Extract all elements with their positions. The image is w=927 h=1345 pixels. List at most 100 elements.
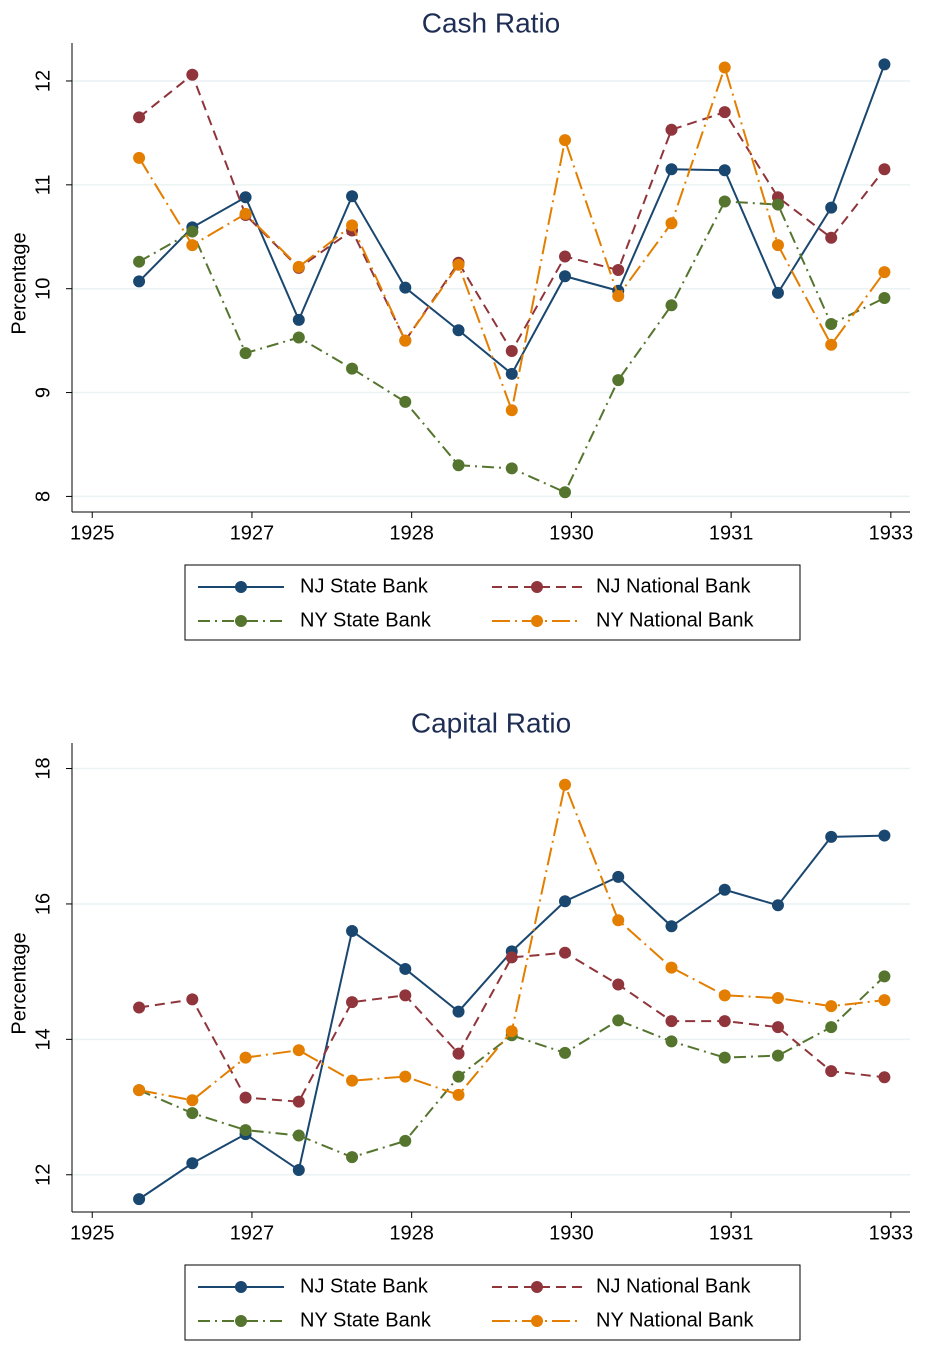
y-tick-label: 11 — [32, 174, 54, 195]
point — [878, 994, 891, 1007]
legend-label: NJ State Bank — [300, 1275, 429, 1297]
point — [559, 895, 572, 908]
legend-marker — [235, 1281, 247, 1293]
legend-box — [184, 564, 801, 641]
point — [239, 1091, 252, 1104]
point — [612, 374, 625, 387]
point — [559, 134, 572, 147]
point — [665, 123, 678, 136]
point — [292, 1044, 305, 1057]
y-tick-label: 12 — [32, 1164, 54, 1186]
chart: Cash Ratio Percentage 8 9 10 11 12 1925 1927 1928… — [8, 7, 913, 641]
y-axis-label: Percentage — [8, 932, 30, 1034]
point — [612, 289, 625, 302]
x-tick-label: 1930 — [549, 1222, 594, 1244]
series-line — [138, 834, 885, 1200]
point — [825, 1000, 838, 1013]
y-tick-label: 12 — [32, 70, 54, 92]
point — [771, 1049, 784, 1062]
point — [346, 219, 359, 232]
point — [825, 201, 838, 214]
point — [399, 1134, 412, 1147]
legend-label: NJ National Bank — [596, 1275, 752, 1297]
point — [559, 946, 572, 959]
y-tick-label: 9 — [32, 387, 54, 398]
point — [718, 164, 731, 177]
point — [771, 286, 784, 299]
y-tick-label: 16 — [32, 893, 54, 915]
point — [505, 462, 518, 475]
point — [665, 217, 678, 230]
legend-label: NJ State Bank — [300, 575, 429, 597]
point — [612, 978, 625, 991]
legend-label: NY National Bank — [596, 1309, 755, 1331]
point — [665, 920, 678, 933]
point — [133, 275, 146, 288]
point — [665, 961, 678, 974]
point — [292, 1164, 305, 1177]
point — [825, 231, 838, 244]
point — [878, 1071, 891, 1084]
x-tick-label: 1928 — [389, 522, 434, 544]
point — [718, 1051, 731, 1064]
point — [186, 68, 199, 81]
point — [133, 1001, 146, 1014]
point — [292, 313, 305, 326]
x-tick-label: 1927 — [230, 1222, 275, 1244]
series-line — [138, 951, 885, 1103]
point — [239, 1124, 252, 1137]
point — [186, 225, 199, 238]
legend-marker — [531, 581, 543, 593]
legend-marker — [531, 1281, 543, 1293]
point — [133, 151, 146, 164]
point — [878, 58, 891, 71]
point — [559, 778, 572, 791]
point — [771, 239, 784, 252]
point — [452, 324, 465, 337]
legend-marker — [531, 615, 543, 627]
point — [452, 1088, 465, 1101]
point — [292, 331, 305, 344]
point — [771, 198, 784, 211]
point — [559, 486, 572, 499]
point — [399, 395, 412, 408]
point — [612, 870, 625, 883]
point — [239, 191, 252, 204]
point — [399, 962, 412, 975]
legend-marker — [531, 1315, 543, 1327]
point — [718, 106, 731, 119]
x-tick-label: 1925 — [70, 1222, 115, 1244]
point — [133, 255, 146, 268]
point — [771, 899, 784, 912]
point — [346, 190, 359, 203]
point — [665, 1035, 678, 1048]
point — [399, 1070, 412, 1083]
point — [825, 338, 838, 351]
point — [452, 258, 465, 271]
point — [346, 362, 359, 375]
y-tick-label: 18 — [32, 757, 54, 779]
point — [346, 1074, 359, 1087]
point — [878, 266, 891, 279]
point — [133, 111, 146, 124]
point — [878, 829, 891, 842]
point — [559, 270, 572, 283]
point — [186, 1107, 199, 1120]
y-tick-label: 8 — [32, 491, 54, 502]
point — [718, 989, 731, 1002]
point — [505, 345, 518, 358]
point — [346, 1151, 359, 1164]
point — [239, 1051, 252, 1064]
point — [292, 260, 305, 273]
point — [186, 993, 199, 1006]
point — [505, 367, 518, 380]
point — [718, 1015, 731, 1028]
legend-marker — [235, 615, 247, 627]
point — [399, 281, 412, 294]
point — [665, 163, 678, 176]
point — [665, 299, 678, 312]
point — [186, 1094, 199, 1107]
x-tick-label: 1931 — [709, 522, 754, 544]
legend-label: NJ National Bank — [596, 575, 752, 597]
